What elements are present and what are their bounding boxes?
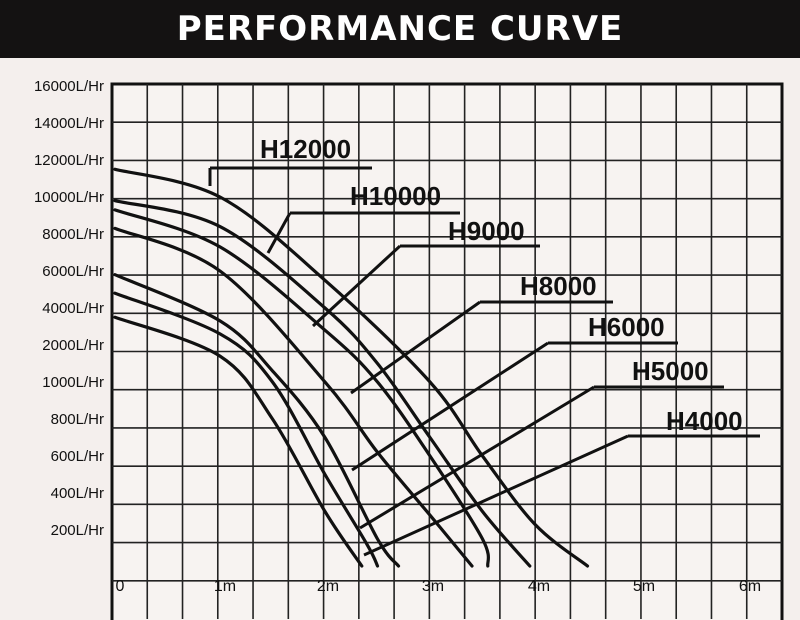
y-tick-label: 800L/Hr [51, 411, 104, 428]
title-bar: PERFORMANCE CURVE [0, 0, 800, 58]
y-tick-label: 16000L/Hr [34, 78, 104, 95]
leader-line [311, 244, 402, 328]
y-tick-label: 10000L/Hr [34, 189, 104, 206]
x-tick-label: 6m [739, 578, 761, 595]
series-label-h6000: H6000 [588, 312, 665, 342]
curve-h12000 [113, 167, 590, 568]
y-tick-label: 12000L/Hr [34, 152, 104, 169]
x-axis-ticks: 0 1m 2m 3m 4m 5m 6m [116, 578, 762, 595]
y-tick-label: 14000L/Hr [34, 115, 104, 132]
series-label-h9000: H9000 [448, 216, 525, 246]
y-tick-label: 400L/Hr [51, 485, 104, 502]
y-tick-label: 8000L/Hr [42, 226, 104, 243]
x-tick-label: 5m [633, 578, 655, 595]
leader-line [351, 341, 549, 472]
y-tick-label: 6000L/Hr [42, 263, 104, 280]
x-tick-label: 4m [528, 578, 550, 595]
y-tick-label: 1000L/Hr [42, 374, 104, 391]
curve-h6000 [113, 273, 401, 568]
curve-h4000 [113, 315, 364, 568]
series-label-h8000: H8000 [520, 271, 597, 301]
x-tick-label: 2m [317, 578, 339, 595]
y-tick-label: 4000L/Hr [42, 300, 104, 317]
series-label-h5000: H5000 [632, 356, 709, 386]
x-tick-label: 1m [214, 578, 236, 595]
leader-line [363, 434, 629, 557]
y-tick-label: 200L/Hr [51, 522, 104, 539]
curve-h10000 [113, 199, 532, 568]
x-tick-label: 3m [422, 578, 444, 595]
leader-line [266, 212, 292, 254]
series-label-h4000: H4000 [666, 406, 743, 436]
curve-h9000 [113, 208, 491, 568]
series-label-h10000: H10000 [350, 181, 441, 211]
x-tick-label: 0 [116, 578, 125, 595]
series-label-h12000: H12000 [260, 134, 351, 164]
grid-lines [112, 84, 782, 619]
chart-title: PERFORMANCE CURVE [176, 9, 624, 49]
y-tick-label: 2000L/Hr [42, 337, 104, 354]
curve-h5000 [113, 291, 380, 568]
leader-line [359, 385, 595, 530]
leader-line [350, 300, 481, 395]
y-tick-label: 600L/Hr [51, 448, 104, 465]
y-axis-ticks: 16000L/Hr 14000L/Hr 12000L/Hr 10000L/Hr 8000… [34, 78, 104, 539]
curves [113, 167, 590, 568]
curve-h8000 [113, 226, 474, 568]
performance-chart: 16000L/Hr 14000L/Hr 12000L/Hr 10000L/Hr 8000… [34, 78, 784, 620]
